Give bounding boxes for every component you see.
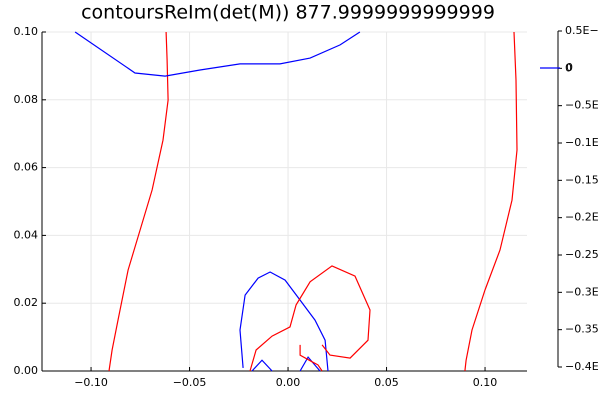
colorbar-tick-label: 0 <box>565 61 572 74</box>
contour-line <box>249 265 371 372</box>
colorbar-tick-label: −0.3E <box>565 285 599 298</box>
y-tick-label: 0.06 <box>14 161 39 174</box>
chart-title: contoursReIm(det(M)) 877.9999999999999 <box>81 2 495 24</box>
colorbar-tick-label: −0.5E <box>565 99 599 112</box>
legend-label: 0 <box>566 61 573 74</box>
y-tick-label: 0.08 <box>14 93 39 106</box>
y-tick-label: 0.10 <box>14 25 39 38</box>
x-tick-label: −0.05 <box>173 376 207 389</box>
contour-line <box>299 344 323 372</box>
colorbar-tick-label: 0.5E− <box>565 24 599 37</box>
contour-line <box>108 31 169 372</box>
contour-line <box>239 271 329 372</box>
contour-line <box>299 356 321 372</box>
y-tick-label: 0.02 <box>14 296 39 309</box>
x-tick-label: −0.10 <box>74 376 108 389</box>
colorbar-tick-label: −0.2E <box>565 211 599 224</box>
contour-line <box>464 31 518 372</box>
colorbar-tick-label: −0.1E <box>565 136 599 149</box>
contour-line <box>74 31 361 77</box>
y-tick-label: 0.04 <box>14 228 39 241</box>
contour-line <box>251 359 273 372</box>
x-tick-label: 0.05 <box>374 376 399 389</box>
x-tick-label: 0.00 <box>276 376 301 389</box>
colorbar-tick-label: −0.15 <box>565 173 599 186</box>
x-tick-label: 0.10 <box>473 376 498 389</box>
colorbar-tick-label: −0.4E <box>565 360 599 373</box>
colorbar-tick-label: −0.35 <box>565 323 599 336</box>
y-tick-label: 0.00 <box>14 364 39 377</box>
colorbar-tick-label: −0.25 <box>565 248 599 261</box>
